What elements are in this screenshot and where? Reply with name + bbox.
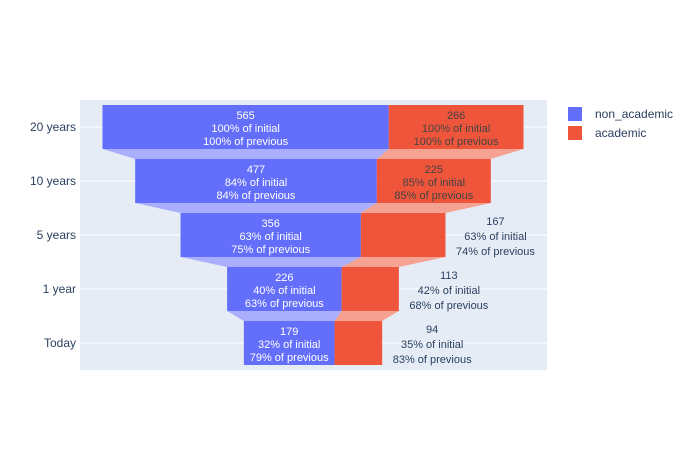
connector-non-academic xyxy=(135,203,377,213)
y-axis-tick-label: 1 year xyxy=(43,282,76,296)
data-label-academic: 225 xyxy=(425,164,443,176)
funnel-connectors xyxy=(102,149,524,321)
y-axis-tick-label: 5 years xyxy=(37,228,76,242)
data-label-non-academic: 356 xyxy=(262,218,280,230)
data-label-non-academic: 565 xyxy=(236,110,254,122)
data-label-non-academic: 84% of initial xyxy=(225,177,287,189)
data-label-academic: 85% of previous xyxy=(394,190,473,202)
funnel-bars xyxy=(102,105,524,365)
data-label-non-academic: 32% of initial xyxy=(258,339,320,351)
data-label-non-academic: 100% of initial xyxy=(211,123,280,135)
bar-academic[interactable] xyxy=(360,213,446,257)
data-label-academic: 83% of previous xyxy=(393,354,472,366)
data-label-non-academic: 79% of previous xyxy=(250,352,329,364)
connector-academic xyxy=(360,203,491,213)
legend: non_academic academic xyxy=(568,107,673,140)
y-axis-tick-label: 10 years xyxy=(30,174,76,188)
y-axis-tick-label: 20 years xyxy=(30,120,76,134)
data-label-non-academic: 84% of previous xyxy=(217,190,296,202)
data-label-non-academic: 63% of previous xyxy=(245,298,324,310)
bar-academic[interactable] xyxy=(376,159,491,203)
data-label-non-academic: 40% of initial xyxy=(253,285,315,297)
legend-swatch[interactable] xyxy=(568,107,582,121)
data-label-academic: 35% of initial xyxy=(401,339,463,351)
bar-academic[interactable] xyxy=(388,105,524,149)
bar-academic[interactable] xyxy=(341,267,399,311)
data-label-academic: 167 xyxy=(486,216,504,228)
data-label-academic: 74% of previous xyxy=(456,246,535,258)
connector-academic xyxy=(376,149,524,159)
data-label-non-academic: 179 xyxy=(280,326,298,338)
bar-non-academic[interactable] xyxy=(102,105,389,149)
data-label-non-academic: 477 xyxy=(247,164,265,176)
legend-swatch[interactable] xyxy=(568,126,582,140)
data-label-academic: 100% of initial xyxy=(422,123,491,135)
connector-academic xyxy=(334,311,399,321)
data-label-academic: 94 xyxy=(426,324,438,336)
bar-academic[interactable] xyxy=(334,321,383,365)
data-label-academic: 113 xyxy=(440,270,458,282)
data-label-non-academic: 63% of initial xyxy=(240,231,302,243)
legend-label[interactable]: academic xyxy=(595,126,646,140)
data-label-academic: 85% of initial xyxy=(403,177,465,189)
bar-non-academic[interactable] xyxy=(243,321,335,365)
connector-non-academic xyxy=(102,149,389,159)
legend-label[interactable]: non_academic xyxy=(595,107,673,121)
y-axis-tick-label: Today xyxy=(44,336,76,350)
data-label-academic: 42% of initial xyxy=(418,285,480,297)
y-axis-labels: 20 years 10 years 5 years 1 year Today xyxy=(30,120,76,350)
data-label-academic: 266 xyxy=(447,110,465,122)
connector-academic xyxy=(341,257,446,267)
bar-non-academic[interactable] xyxy=(227,267,342,311)
connector-non-academic xyxy=(180,257,361,267)
data-label-non-academic: 100% of previous xyxy=(203,136,288,148)
connector-non-academic xyxy=(227,311,342,321)
bar-non-academic[interactable] xyxy=(135,159,377,203)
data-label-non-academic: 75% of previous xyxy=(231,244,310,256)
bar-non-academic[interactable] xyxy=(180,213,361,257)
data-label-academic: 63% of initial xyxy=(464,231,526,243)
data-label-academic: 100% of previous xyxy=(414,136,499,148)
data-label-non-academic: 226 xyxy=(275,272,293,284)
data-label-academic: 68% of previous xyxy=(409,300,488,312)
